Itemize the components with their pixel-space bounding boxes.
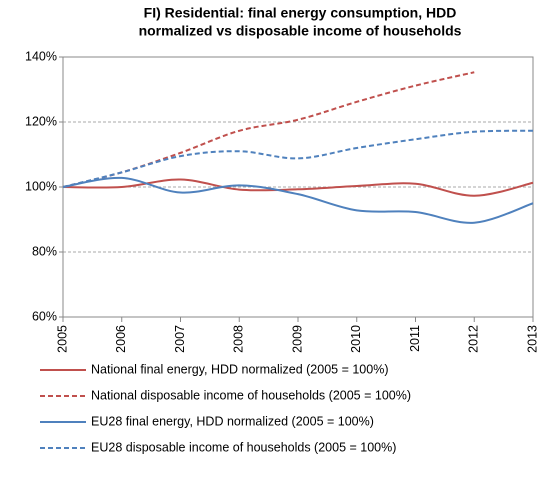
- x-tick-label: 2005: [55, 325, 69, 353]
- series-line: [62, 129, 534, 188]
- x-tick-label: 2013: [525, 325, 539, 353]
- x-tick-label: 2008: [232, 325, 246, 353]
- legend-label: National final energy, HDD normalized (2…: [91, 362, 389, 376]
- x-tick-label: 2011: [408, 325, 422, 352]
- series-line: [62, 178, 534, 197]
- y-tick-label: 100%: [25, 179, 57, 193]
- legend-label: EU28 disposable income of households (20…: [91, 440, 396, 454]
- y-tick-label: 60%: [32, 309, 57, 323]
- y-tick-label: 80%: [32, 244, 57, 258]
- legend-label: EU28 final energy, HDD normalized (2005 …: [91, 414, 374, 428]
- series-line: [62, 176, 534, 224]
- legend-label: National disposable income of households…: [91, 388, 411, 402]
- x-tick-label: 2010: [349, 325, 363, 353]
- x-tick-label: 2007: [173, 325, 187, 353]
- x-tick-label: 2009: [290, 325, 304, 353]
- chart-title: normalized vs disposable income of house…: [139, 23, 462, 39]
- series-line: [62, 71, 475, 188]
- y-tick-label: 120%: [25, 114, 57, 128]
- y-tick-label: 140%: [25, 49, 57, 63]
- x-tick-label: 2006: [114, 325, 128, 353]
- x-tick-label: 2012: [467, 325, 481, 353]
- chart-title: FI) Residential: final energy consumptio…: [144, 5, 457, 21]
